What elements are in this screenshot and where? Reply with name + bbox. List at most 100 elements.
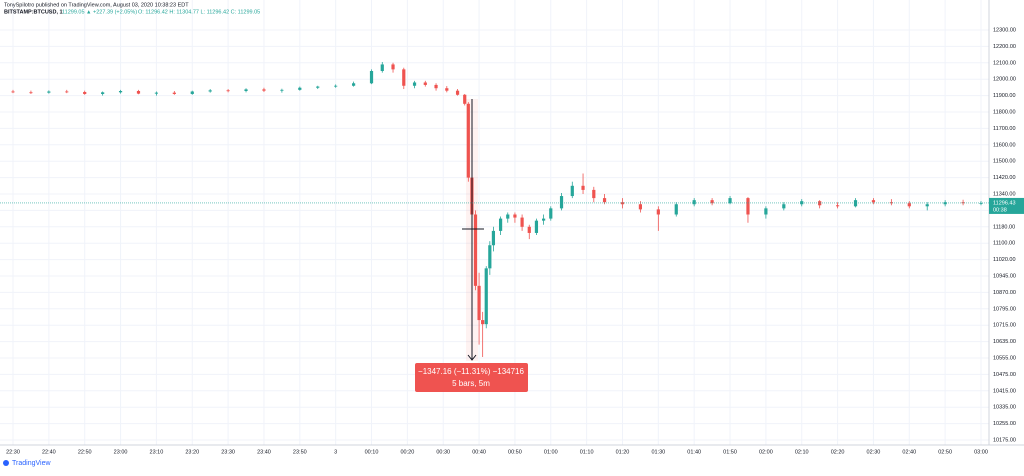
- y-tick-label: 12000.00: [993, 77, 1016, 83]
- candle-body: [391, 64, 395, 70]
- candle-body: [818, 201, 822, 206]
- candle-body: [455, 90, 460, 95]
- x-tick-label: 02:30: [867, 449, 881, 455]
- y-tick-label: 11700.00: [993, 126, 1016, 132]
- candle-body: [835, 205, 840, 207]
- last-price-label: 11296.43: [993, 200, 1016, 206]
- y-tick-label: 11100.00: [993, 241, 1015, 247]
- measure-text: 5 bars, 5m: [452, 379, 490, 388]
- y-tick-label: 11340.00: [993, 191, 1016, 197]
- x-tick-label: 00:50: [508, 449, 522, 455]
- candle-body: [83, 91, 87, 94]
- x-tick-label: 01:30: [651, 449, 665, 455]
- candle-body: [484, 268, 488, 325]
- y-tick-label: 10945.00: [993, 273, 1016, 279]
- candle-body: [47, 91, 51, 93]
- y-tick-label: 10715.00: [993, 323, 1016, 329]
- x-tick-label: 01:50: [723, 449, 737, 455]
- candle-body: [226, 90, 230, 92]
- candle-body: [29, 92, 33, 94]
- x-tick-label: 23:20: [185, 449, 199, 455]
- x-tick-label: 01:00: [544, 449, 558, 455]
- x-tick-label: 23:00: [114, 449, 128, 455]
- x-tick-label: 02:40: [902, 449, 916, 455]
- candle-body: [369, 71, 374, 84]
- candle-body: [871, 200, 876, 203]
- measure-box: [415, 363, 528, 392]
- candle-body: [961, 202, 965, 204]
- candle-body: [244, 89, 248, 92]
- candle-body: [262, 89, 266, 91]
- y-tick-label: 10175.00: [993, 437, 1016, 443]
- candle-body: [907, 203, 911, 207]
- candle-body: [638, 204, 643, 210]
- y-tick-label: 11600.00: [993, 142, 1016, 148]
- x-tick-label: 01:10: [580, 449, 594, 455]
- candle-body: [280, 89, 284, 91]
- y-tick-label: 10795.00: [993, 306, 1016, 312]
- candle-body: [101, 92, 105, 94]
- candle-body: [208, 90, 212, 92]
- candle-body: [172, 92, 176, 94]
- candle-body: [334, 85, 338, 87]
- candle-body: [498, 218, 503, 231]
- countdown: 00:38: [993, 207, 1007, 213]
- y-tick-label: 10635.00: [993, 339, 1016, 345]
- candle-body: [889, 202, 893, 204]
- candle-body: [692, 200, 696, 205]
- candle-body: [527, 226, 531, 233]
- x-tick-label: 02:50: [938, 449, 952, 455]
- candle-body: [463, 94, 467, 104]
- candle-body: [746, 198, 750, 215]
- candle-body: [542, 218, 546, 221]
- y-tick-label: 10415.00: [993, 388, 1016, 394]
- measure-text: −1347.16 (−11.31%) −134716: [418, 367, 524, 376]
- candle-body: [136, 91, 141, 94]
- x-tick-label: 23:10: [150, 449, 164, 455]
- candle-body: [445, 88, 449, 91]
- candle-body: [11, 91, 15, 93]
- candle-body: [710, 200, 714, 204]
- candle-body: [118, 91, 123, 93]
- candle-body: [581, 185, 585, 190]
- candle-body: [764, 208, 768, 215]
- x-tick-label: 23:40: [257, 449, 271, 455]
- y-tick-label: 11800.00: [993, 109, 1016, 115]
- candle-body: [506, 214, 510, 219]
- publisher: TonySpilotro published on TradingView.co…: [4, 2, 189, 8]
- x-tick-label: 23:50: [293, 449, 307, 455]
- x-tick-label: 22:40: [42, 449, 56, 455]
- candle-body: [853, 200, 858, 207]
- x-tick-label: 00:30: [436, 449, 450, 455]
- y-tick-label: 11900.00: [993, 93, 1016, 99]
- x-tick-label: 23:30: [221, 449, 235, 455]
- y-tick-label: 10335.00: [993, 405, 1016, 411]
- candle-body: [534, 220, 539, 233]
- x-tick-label: 02:10: [795, 449, 809, 455]
- x-tick-label: 22:30: [6, 449, 20, 455]
- candle-body: [520, 217, 524, 227]
- last-price-tag: [989, 197, 1024, 214]
- candle-body: [402, 69, 406, 86]
- symbol: BITSTAMP:BTCUSD, 1: [4, 9, 63, 15]
- candle-body: [412, 82, 417, 86]
- candle-body: [800, 201, 804, 205]
- candle-body: [549, 208, 553, 219]
- x-tick-label: 01:40: [687, 449, 701, 455]
- candle-body: [488, 245, 492, 269]
- candle-body: [481, 320, 485, 325]
- candle-body: [513, 214, 517, 218]
- candle-body: [154, 92, 159, 94]
- candle-body: [190, 91, 194, 94]
- candle-body: [925, 204, 929, 207]
- x-tick-label: 22:50: [78, 449, 92, 455]
- candle-body: [592, 189, 596, 199]
- candle-body: [656, 209, 660, 215]
- candle-body: [602, 198, 607, 203]
- candle-body: [466, 103, 470, 178]
- x-tick-label: 02:00: [759, 449, 773, 455]
- candles: [11, 61, 1001, 357]
- brand-logo: [3, 460, 9, 466]
- candle-body: [570, 185, 574, 197]
- x-tick-label: 3: [334, 449, 337, 455]
